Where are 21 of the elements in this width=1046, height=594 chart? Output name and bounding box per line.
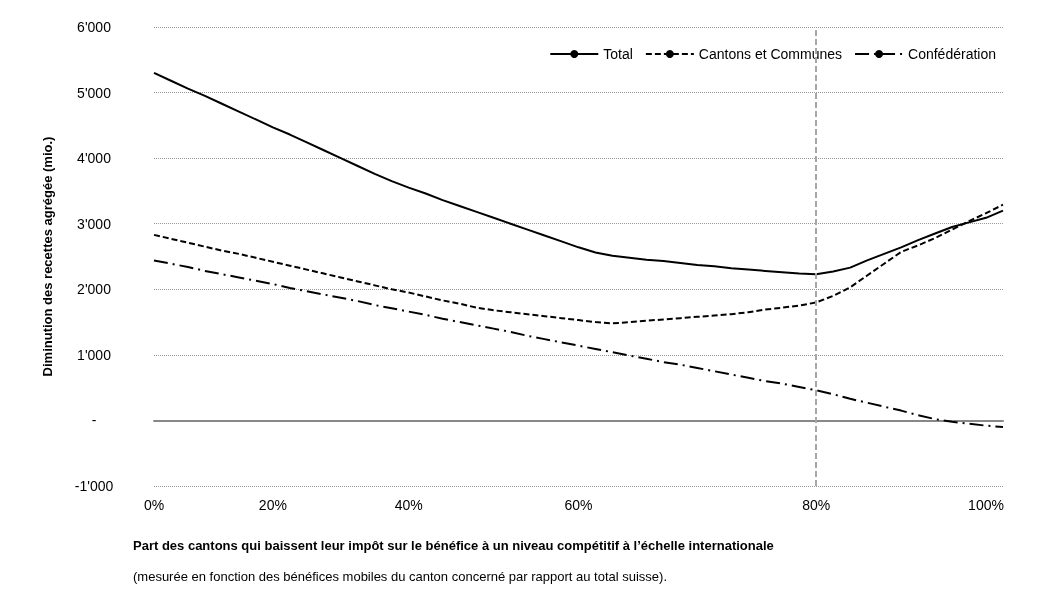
y-tick-label: -	[91, 412, 97, 429]
y-tick-label: 2'000	[77, 281, 112, 298]
legend-label: Total	[603, 46, 633, 62]
x-tick-label: 60%	[564, 497, 593, 513]
x-tick-label: 40%	[394, 497, 423, 513]
y-tick-label: 4'000	[77, 150, 112, 167]
x-tick-label: 100%	[968, 497, 1004, 513]
x-axis-title: Part des cantons qui baissent leur impôt sur le bénéfice à un niveau compétitif à l’échelle internationale	[133, 538, 774, 553]
text: (mesurée en fonction des bénéfices mobiles du canton concerné par rapport au total suisse).	[133, 569, 668, 584]
legend-label: Cantons et Communes	[698, 46, 843, 62]
y-tick-label: -1'000	[74, 478, 114, 494]
y-tick-label: 5'000	[77, 84, 112, 101]
y-tick-label: 6'000	[77, 19, 112, 35]
legend-label: Confédération	[908, 46, 996, 62]
y-tick-label: 3'000	[77, 215, 112, 232]
line-series	[153, 259, 1004, 428]
y-axis-title: Diminution des recettes agrégée (mio.)	[40, 136, 55, 377]
x-tick-label: 20%	[258, 497, 287, 513]
x-tick-label: 80%	[802, 497, 831, 513]
y-tick-label: 1'000	[77, 346, 112, 363]
x-tick-label: 0%	[143, 497, 165, 513]
